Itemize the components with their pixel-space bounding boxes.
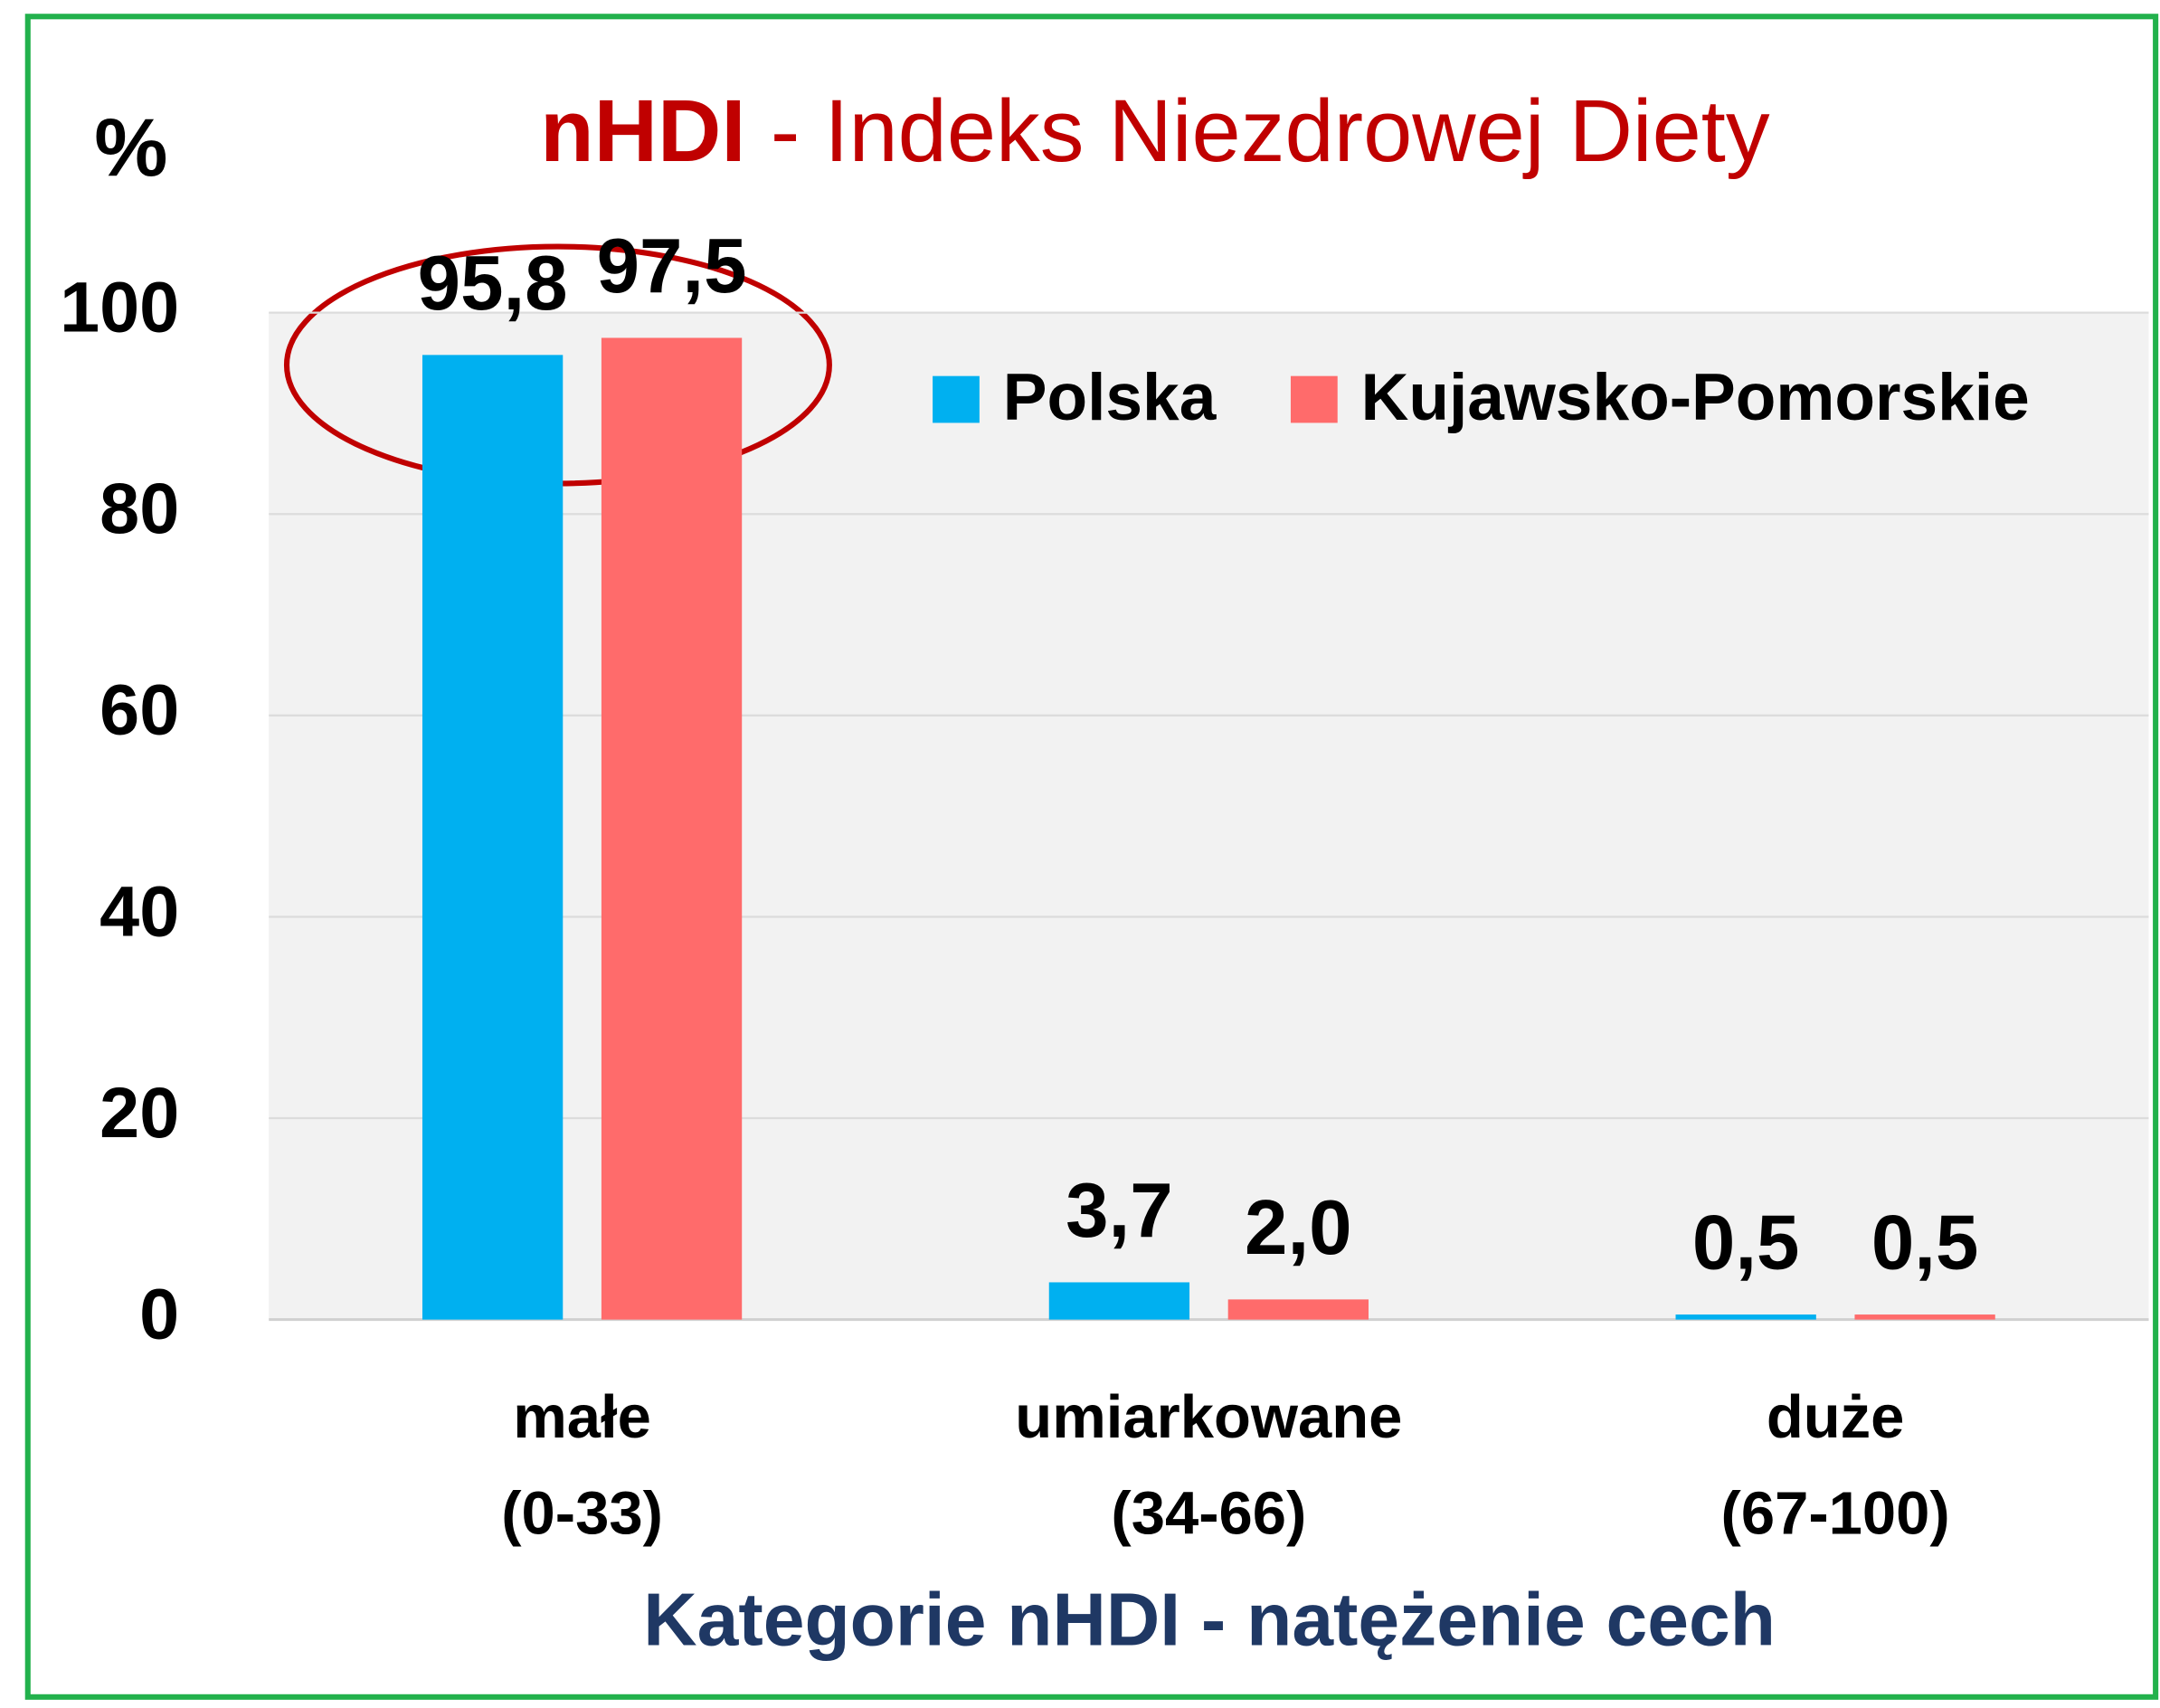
page: nHDI - Indeks Niezdrowej Diety % Kategori… (0, 0, 2160, 1708)
value-label: 3,7 (1066, 1168, 1173, 1254)
y-tick-label: 40 (99, 870, 179, 951)
chart: nHDI - Indeks Niezdrowej Diety % Kategori… (0, 0, 2160, 1708)
legend-label: Polska (1003, 361, 1217, 434)
y-tick-label: 100 (60, 267, 179, 347)
bar (602, 337, 742, 1319)
y-tick-label: 0 (139, 1274, 179, 1354)
x-tick-label: (67-100) (1721, 1480, 1950, 1548)
x-tick-label: (34-66) (1111, 1480, 1306, 1548)
title-rest: - Indeks Niezdrowej Diety (771, 81, 1770, 180)
bar (1228, 1299, 1369, 1319)
y-tick-label: 80 (99, 468, 179, 548)
legend-swatch (1291, 376, 1338, 423)
x-tick-label: duże (1767, 1383, 1905, 1451)
y-axis-label: % (94, 102, 167, 195)
value-label: 97,5 (597, 223, 747, 309)
x-tick-label: małe (513, 1383, 651, 1451)
chart-title: nHDI - Indeks Niezdrowej Diety (540, 81, 1770, 180)
bar (1854, 1314, 1994, 1320)
value-label: 95,8 (418, 241, 568, 327)
title-bold: nHDI (540, 81, 745, 180)
bar (1676, 1314, 1816, 1320)
y-tick-label: 60 (99, 669, 179, 750)
bar (422, 355, 563, 1319)
bar (1049, 1282, 1189, 1319)
value-label: 0,5 (1871, 1200, 1979, 1286)
legend-swatch (933, 376, 980, 423)
x-tick-label: umiarkowane (1015, 1383, 1402, 1451)
value-label: 2,0 (1245, 1185, 1352, 1271)
x-axis-label: Kategorie nHDI - natężenie cech (643, 1579, 1776, 1661)
y-tick-label: 20 (99, 1072, 179, 1153)
value-label: 0,5 (1692, 1200, 1800, 1286)
x-tick-label: (0-33) (501, 1480, 663, 1548)
legend-label: Kujawsko-Pomorskie (1361, 361, 2030, 434)
